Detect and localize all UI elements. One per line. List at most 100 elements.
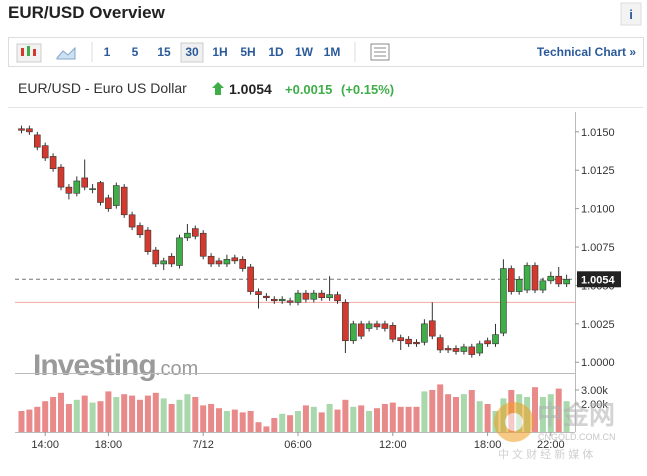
interval-button[interactable]: 1	[104, 45, 111, 59]
x-tick-label: 14:00	[31, 439, 59, 451]
change-percent: (+0.15%)	[341, 82, 394, 97]
volume-bar	[547, 394, 554, 432]
last-price: 1.0054	[229, 81, 272, 97]
candle-body	[97, 182, 104, 203]
volume-bar	[208, 404, 215, 432]
volume-tick-label: 2.00k	[581, 399, 608, 411]
volume-bar	[34, 406, 41, 432]
candle-body	[302, 292, 310, 300]
info-icon[interactable]: i	[629, 7, 633, 22]
info-button[interactable]	[620, 2, 642, 26]
candle-body	[286, 300, 294, 303]
candle-body	[342, 302, 349, 342]
volume-bar	[350, 406, 357, 432]
volume-bar	[318, 412, 325, 432]
volume-bar	[81, 395, 88, 432]
interval-button[interactable]: 1H	[212, 45, 227, 59]
interval-button[interactable]: 1W	[295, 45, 314, 59]
interval-selected[interactable]	[180, 42, 204, 63]
volume-bar	[287, 415, 294, 432]
candle-body	[563, 278, 570, 285]
candle-body	[381, 323, 389, 329]
volume-bar	[65, 404, 72, 432]
candle-body	[539, 280, 547, 291]
candle-body	[428, 320, 436, 337]
volume-bar	[532, 387, 538, 432]
technical-chart-link[interactable]: Technical Chart »	[537, 45, 636, 59]
interval-button[interactable]: 1M	[324, 45, 341, 59]
volume-bar	[484, 404, 491, 432]
settings-icon[interactable]	[370, 43, 390, 61]
y-tick-label: 1.0025	[581, 319, 615, 331]
candle-body	[421, 323, 428, 343]
volume-bar	[271, 418, 278, 432]
candle-body	[500, 268, 507, 334]
volume-bar	[26, 409, 33, 432]
volume-bar	[263, 426, 270, 432]
candle-icon[interactable]	[16, 43, 42, 63]
candle-body	[531, 265, 539, 291]
interval-button[interactable]: 30	[185, 45, 199, 59]
candle-body	[215, 260, 223, 265]
volume-bar	[160, 398, 167, 432]
volume-bar	[279, 413, 286, 432]
candle-body	[349, 323, 357, 342]
candle-body	[507, 268, 515, 292]
candle-body	[160, 260, 167, 265]
candle-body	[484, 340, 491, 345]
volume-bar	[144, 395, 151, 432]
candle-body	[136, 225, 144, 236]
candle-body	[468, 346, 476, 355]
candle-body	[73, 180, 81, 194]
volume-bar	[121, 394, 128, 432]
candle-body	[523, 265, 531, 291]
candle-body	[176, 237, 183, 266]
volume-tick-label: 3.00k	[581, 385, 608, 397]
volume-bar	[152, 392, 159, 432]
x-tick-label: 7/12	[192, 439, 213, 451]
candle-body	[184, 232, 191, 239]
volume-bar	[168, 404, 175, 432]
cn-logo: 中金网	[537, 400, 615, 430]
volume-bar	[18, 411, 25, 432]
volume-bar	[200, 405, 207, 432]
volume-bar	[42, 401, 49, 432]
interval-button[interactable]: 5	[132, 45, 139, 59]
volume-bar	[366, 411, 373, 432]
interval-button[interactable]: 15	[157, 45, 171, 59]
candle-body	[207, 255, 215, 265]
volume-bar	[310, 406, 317, 432]
volume-bar	[476, 401, 483, 432]
volume-bar	[223, 411, 230, 432]
area-icon[interactable]	[56, 46, 76, 60]
x-tick-label: 22:00	[537, 439, 565, 451]
volume-bar	[97, 401, 104, 432]
candle-body	[263, 295, 270, 299]
volume-bar	[295, 411, 301, 432]
candle-body	[515, 278, 523, 292]
candle-body	[49, 156, 57, 169]
candle-body	[476, 343, 484, 354]
volume-bar	[563, 401, 570, 432]
watermark-cn: 中金网 CNGOLD.COM.CN 中 文 财 经 新 媒 体	[494, 400, 616, 461]
candle-body	[397, 337, 405, 342]
volume-bar	[374, 408, 380, 432]
volume-bar	[255, 422, 262, 432]
y-tick-label: 1.0125	[581, 165, 615, 177]
volume-bar	[73, 399, 80, 432]
interval-button[interactable]: 1D	[268, 45, 284, 59]
volume-bar	[50, 397, 57, 432]
interval-button[interactable]: 5H	[240, 45, 255, 59]
change: +0.0015	[285, 82, 332, 97]
volume-bar	[184, 394, 191, 432]
candle-body	[547, 275, 555, 282]
candle-body	[113, 185, 120, 206]
volume-bar	[89, 402, 96, 432]
candle-body	[168, 255, 175, 265]
candle-body	[152, 249, 160, 265]
volume-bar	[192, 397, 199, 432]
candle-body	[318, 292, 326, 299]
volume-bar	[358, 405, 365, 432]
candle-body	[278, 298, 286, 302]
candle-body	[294, 292, 302, 303]
